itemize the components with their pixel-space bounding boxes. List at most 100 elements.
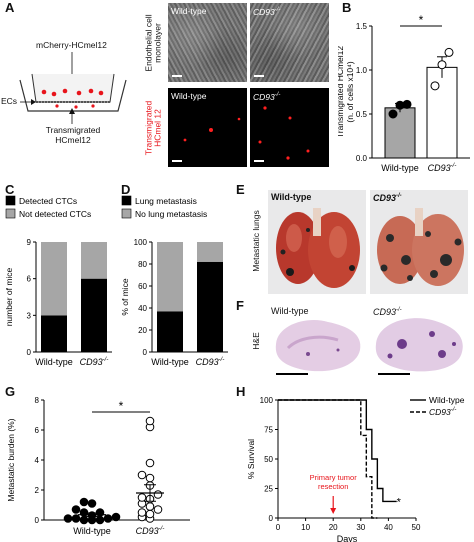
chart-h-legend-label: CD93-/- bbox=[429, 407, 456, 417]
chart-h-sig-star: * bbox=[397, 496, 402, 508]
lungs-row-label: Metastatic lungs bbox=[251, 210, 261, 272]
lungs-row-label-box: Metastatic lungs bbox=[246, 188, 266, 294]
tumor-cell bbox=[51, 91, 57, 97]
chart-c-y-tick-label: 0 bbox=[27, 348, 32, 357]
chart-g-point bbox=[137, 508, 147, 517]
micro-row2-label-box: Transmigrated HCmel 12 bbox=[142, 88, 166, 167]
he-ko-label-sup: -/- bbox=[396, 307, 402, 313]
chart-c-bar-segment bbox=[41, 242, 67, 316]
ecs-arrowhead bbox=[31, 99, 36, 105]
micro-row1-label: Endothelial cell monolayer bbox=[143, 13, 163, 72]
chart-h-y-title: % Survival bbox=[246, 439, 256, 479]
chart-d-legend-swatch bbox=[121, 195, 132, 206]
chart-g-point bbox=[145, 473, 155, 483]
chart-h-series-line bbox=[278, 399, 378, 519]
panel-letter-d: D bbox=[121, 182, 131, 197]
panel-letter-b: B bbox=[342, 0, 352, 15]
chart-g-point bbox=[103, 514, 113, 523]
chart-c-x-tick-label: Wild-type bbox=[35, 357, 73, 367]
scale-bar bbox=[254, 160, 264, 162]
chart-g-x-tick-label: CD93-/- bbox=[136, 526, 165, 536]
chart-g-y-tick-label: 8 bbox=[35, 396, 40, 405]
chart-d-x-tick-label: CD93-/- bbox=[196, 357, 225, 367]
lung-ko-drawing bbox=[377, 208, 464, 286]
wt-red-cells bbox=[183, 117, 241, 142]
chart-h-series-line bbox=[278, 399, 397, 503]
chart-d-legend-swatch bbox=[121, 208, 132, 219]
lung-ko-label: CD93-/- bbox=[373, 193, 402, 203]
chart-d-bar-segment bbox=[197, 242, 223, 262]
chart-h-legend-label: Wild-type bbox=[429, 395, 465, 405]
chart-g-sig-star: * bbox=[119, 399, 124, 413]
chart-d: Lung metastasis No lung metastasis 0 20 40 60… bbox=[120, 195, 228, 367]
transmigrated-arrowhead bbox=[69, 108, 75, 114]
he-ko-label-text: CD93 bbox=[373, 307, 397, 317]
chart-g-point bbox=[79, 515, 89, 525]
micro-row2-label: Transmigrated HCmel 12 bbox=[143, 100, 163, 155]
chart-g-point bbox=[153, 490, 163, 499]
he-wt-drawing bbox=[275, 320, 361, 375]
chart-g-point bbox=[153, 505, 163, 514]
chart-g-point bbox=[79, 497, 89, 507]
ecs-label: ECs bbox=[1, 96, 18, 106]
lung-photo-wt: Wild-type bbox=[268, 190, 366, 294]
chart-h-x-tick-label: 30 bbox=[356, 523, 365, 532]
chart-b-x-tick-label: CD93-/- bbox=[428, 163, 457, 173]
chart-c-legend-label: Not detected CTCs bbox=[19, 209, 91, 219]
micro-row1-label-box: Endothelial cell monolayer bbox=[142, 3, 166, 82]
chart-g-point bbox=[137, 470, 147, 480]
chart-h-x-title: Days bbox=[337, 534, 358, 542]
he-ko-drawing bbox=[375, 318, 463, 375]
panel-letter-e: E bbox=[236, 182, 245, 197]
micrograph-ko-label-2-text: CD93 bbox=[253, 91, 275, 102]
chart-b-point bbox=[437, 60, 447, 70]
chart-h-x-tick-label: 10 bbox=[301, 523, 310, 532]
lung-wt-label: Wild-type bbox=[271, 192, 312, 202]
chart-h-y-tick-label: 50 bbox=[264, 455, 273, 464]
chart-d-y-tick-label: 80 bbox=[138, 260, 147, 269]
chart-b-point bbox=[430, 81, 440, 91]
chart-h-x-tick-label: 20 bbox=[329, 523, 338, 532]
micrograph-wt-transmigrated: Wild-type bbox=[168, 88, 247, 167]
chart-b-point bbox=[444, 47, 454, 57]
chart-d-y-tick-label: 60 bbox=[138, 282, 147, 291]
chart-h-annotation: Primary tumor resection bbox=[310, 473, 358, 491]
chart-h-y-tick-label: 0 bbox=[269, 514, 274, 523]
chart-b-y-tick-label: 1.5 bbox=[356, 22, 368, 31]
panel-letter-f: F bbox=[236, 298, 244, 313]
transwell-diagram: mCherry-HCmel12 ECs Transmigrated HCmel1… bbox=[0, 18, 135, 168]
chart-g-y-title: Metastatic burden (%) bbox=[6, 418, 16, 501]
chart-g-point bbox=[95, 515, 105, 525]
he-ko-label: CD93-/- bbox=[373, 307, 402, 317]
chart-c-legend-swatch bbox=[5, 195, 16, 206]
chart-g-point bbox=[137, 493, 147, 502]
micrograph-ko-label-text: CD93 bbox=[253, 6, 275, 17]
chart-b: 0.0 0.5 1.0 1.5 Transmigrated HCmel12(n. of … bbox=[338, 13, 470, 173]
chart-c-x-tick-label: CD93-/- bbox=[80, 357, 109, 367]
chart-h-x-tick-label: 50 bbox=[412, 523, 421, 532]
transwell-drawing bbox=[19, 52, 127, 124]
tumor-cell bbox=[62, 88, 68, 94]
micrograph-ko-label-2-sup: -/- bbox=[274, 92, 281, 98]
chart-b-bar bbox=[426, 66, 458, 159]
chart-g-point bbox=[145, 416, 155, 426]
micrograph-ko-transmigrated: CD93-/- bbox=[250, 88, 329, 167]
scale-bar bbox=[254, 75, 264, 77]
chart-c-y-tick-label: 3 bbox=[27, 311, 32, 320]
panel-letter-c: C bbox=[5, 182, 15, 197]
chart-d-bar-segment bbox=[157, 311, 183, 352]
chart-g-point bbox=[63, 514, 73, 523]
chart-d-y-title: % of mice bbox=[120, 278, 130, 316]
he-section-ko: CD93-/- bbox=[370, 304, 468, 378]
chart-g-point bbox=[145, 458, 155, 468]
chart-h-x-tick-label: 40 bbox=[384, 523, 393, 532]
panel-letter-g: G bbox=[5, 384, 16, 399]
chart-d-y-tick-label: 20 bbox=[138, 326, 147, 335]
chart-d-y-tick-label: 0 bbox=[143, 348, 148, 357]
chart-g-x-tick-label: Wild-type bbox=[73, 526, 111, 536]
chart-d-legend-label: Lung metastasis bbox=[135, 196, 197, 206]
chart-h-y-tick-label: 25 bbox=[264, 485, 273, 494]
chart-g-y-tick-label: 4 bbox=[35, 456, 40, 465]
chart-g-y-tick-label: 2 bbox=[35, 486, 40, 495]
chart-h-annotation-arrowhead bbox=[330, 508, 337, 514]
